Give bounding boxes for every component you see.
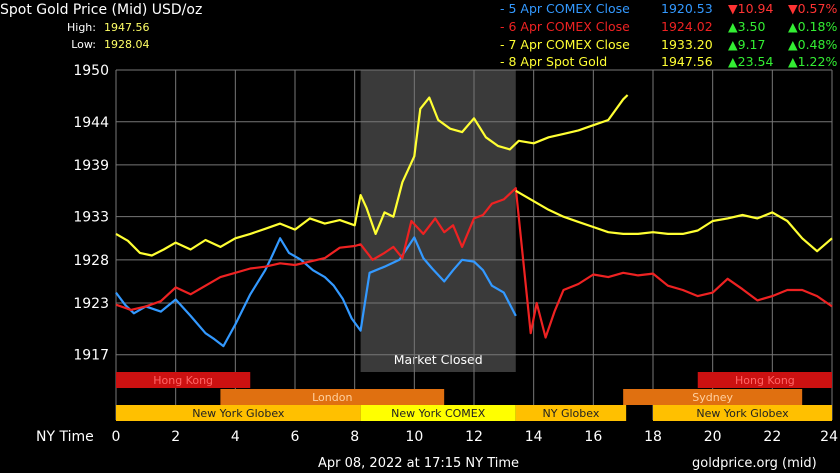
high-value: 1947.56 [104, 21, 150, 34]
legend-change: ▲3.50 [728, 19, 765, 34]
legend-label: - 8 Apr Spot Gold [500, 54, 607, 69]
series-line-5-apr-comex-close [115, 236, 517, 348]
session-label: Sydney [692, 391, 733, 404]
x-tick-label: 14 [525, 429, 543, 445]
x-tick-label: 2 [171, 429, 180, 445]
session-label: New York Globex [192, 407, 285, 420]
legend-percent: ▲0.18% [788, 19, 837, 34]
x-tick-label: 10 [405, 429, 423, 445]
session-label: Hong Kong [153, 374, 213, 387]
y-tick-label: 1917 [73, 348, 109, 364]
legend-price: 1924.02 [661, 19, 713, 34]
legend-percent: ▲0.48% [788, 37, 837, 52]
legend: - 5 Apr COMEX Close 1920.53 ▼10.94 ▼0.57%- … [500, 1, 837, 69]
session-label: New York Globex [696, 407, 789, 420]
session-label: Hong Kong [735, 374, 795, 387]
session-bar-new-york-globex [653, 405, 832, 421]
series-group [115, 94, 833, 348]
legend-change: ▼10.94 [728, 1, 773, 16]
legend-label: - 5 Apr COMEX Close [500, 1, 630, 16]
x-tick-label: 18 [644, 429, 662, 445]
high-row: High: 1947.56 [46, 21, 150, 34]
series-line-6-apr-comex-close [115, 187, 833, 339]
session-bar-new-york-globex [116, 405, 361, 421]
source-credit: goldprice.org (mid) [692, 456, 817, 471]
series-line-8-apr-spot-gold [115, 94, 629, 257]
session-bars: Hong Kong Hong Kong London Sydney New York G… [116, 372, 832, 421]
x-tick-label: 24 [820, 429, 838, 445]
legend-percent: ▼0.57% [788, 1, 837, 16]
x-axis-label: NY Time [36, 429, 94, 445]
y-tick-label: 1944 [73, 115, 109, 131]
x-tick-label: 0 [112, 429, 121, 445]
session-bar-hong-kong [697, 372, 832, 388]
high-label: High: [67, 21, 96, 34]
legend-item: - 7 Apr COMEX Close 1933.20 ▲9.17 ▲0.48% [500, 37, 837, 52]
session-bar-hong-kong [116, 372, 251, 388]
x-tick-label: 20 [704, 429, 722, 445]
market-closed-label: Market Closed [394, 352, 483, 367]
x-tick-label: 22 [763, 429, 781, 445]
y-tick-label: 1923 [73, 296, 109, 312]
session-label: London [312, 391, 352, 404]
x-tick-label: 4 [231, 429, 240, 445]
session-bar-sydney [623, 389, 803, 405]
session-bar-ny-globex [515, 405, 627, 421]
chart-title: Spot Gold Price (Mid) USD/oz [0, 2, 203, 18]
session-bar-london [220, 389, 445, 405]
low-row: Low: 1928.04 [46, 38, 150, 51]
y-tick-label: 1928 [73, 253, 109, 269]
y-tick-label: 1939 [73, 158, 109, 174]
legend-price: 1933.20 [661, 37, 713, 52]
x-tick-label: 12 [465, 429, 483, 445]
legend-price: 1947.56 [661, 54, 713, 69]
y-tick-label: 1950 [73, 63, 109, 79]
legend-label: - 7 Apr COMEX Close [500, 37, 630, 52]
low-label: Low: [71, 38, 96, 51]
x-tick-label: 16 [584, 429, 602, 445]
session-label: New York COMEX [391, 407, 486, 420]
legend-percent: ▲1.22% [788, 54, 837, 69]
timestamp: Apr 08, 2022 at 17:15 NY Time [318, 456, 520, 471]
legend-price: 1920.53 [661, 1, 713, 16]
legend-item: - 6 Apr COMEX Close 1924.02 ▲3.50 ▲0.18% [500, 19, 837, 34]
session-label: NY Globex [543, 407, 600, 420]
y-tick-label: 1933 [73, 210, 109, 226]
legend-change: ▲9.17 [728, 37, 765, 52]
session-bar-new-york-comex [360, 405, 516, 421]
legend-item: - 8 Apr Spot Gold 1947.56 ▲23.54 ▲1.22% [500, 54, 837, 69]
legend-label: - 6 Apr COMEX Close [500, 19, 630, 34]
series-line-7-apr-comex-close [515, 189, 833, 253]
legend-change: ▲23.54 [728, 54, 773, 69]
x-tick-label: 8 [350, 429, 359, 445]
x-tick-label: 6 [291, 429, 300, 445]
legend-item: - 5 Apr COMEX Close 1920.53 ▼10.94 ▼0.57% [500, 1, 837, 16]
low-value: 1928.04 [104, 38, 150, 51]
